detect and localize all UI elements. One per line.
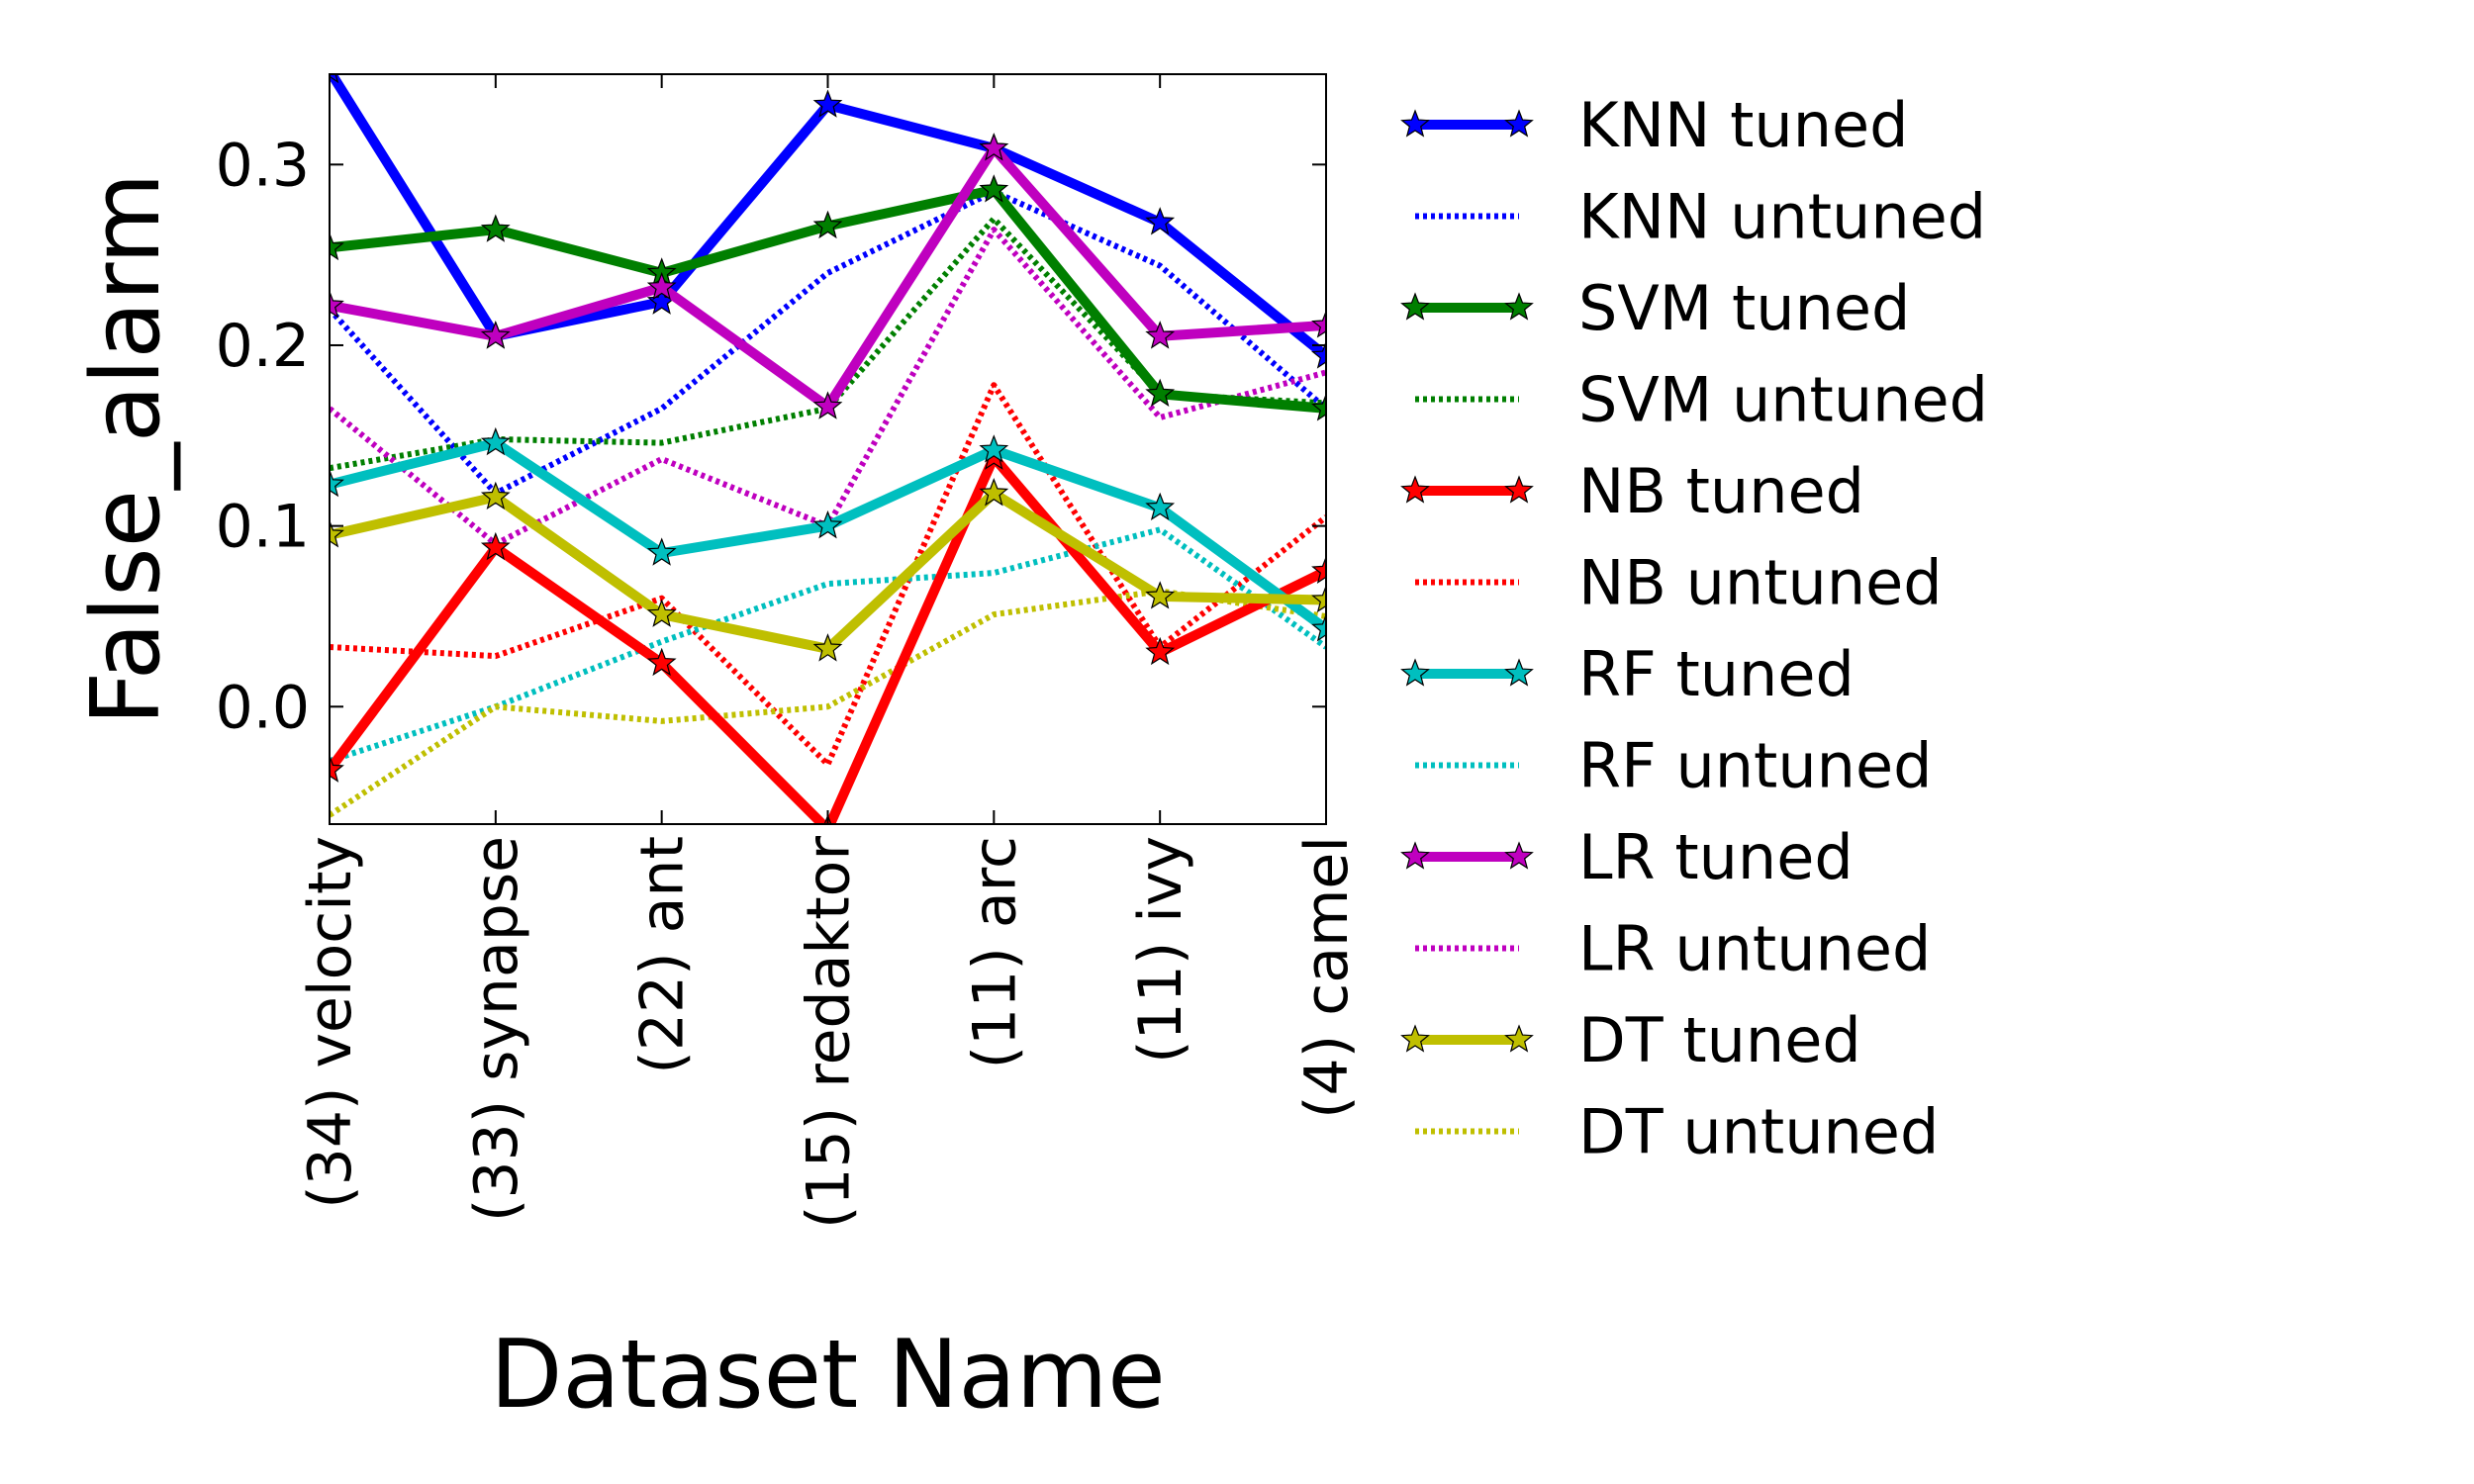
legend-label: KNN tuned: [1578, 89, 1909, 161]
data-point-marker: [646, 537, 677, 566]
legend-marker: [1504, 475, 1534, 504]
legend-marker: [1504, 1024, 1534, 1053]
y-axis: 0.0 0.1 0.2 0.3: [216, 131, 1326, 742]
legend-item-svm-untuned: SVM untuned: [1415, 364, 1988, 436]
x-tick-label: (11) ivy: [1126, 836, 1195, 1064]
data-point-marker: [812, 510, 843, 539]
legend-item-lr-untuned: LR untuned: [1415, 913, 1931, 985]
legend-label: RF untuned: [1578, 730, 1932, 802]
legend-marker: [1400, 841, 1430, 870]
data-point-marker: [1311, 584, 1326, 613]
data-point-marker: [1145, 581, 1176, 609]
x-axis: (34) velocity (33) synapse (22) ant (15) re…: [296, 74, 1362, 1229]
series-lr-tuned: [330, 133, 1326, 419]
legend-item-svm-tuned: SVM tuned: [1400, 272, 1910, 344]
y-tick-label: 0.1: [216, 493, 310, 562]
series-dt-tuned: [330, 478, 1326, 662]
series-rf-tuned: [330, 426, 1326, 642]
data-point-marker: [979, 434, 1009, 463]
data-point-marker: [1145, 636, 1176, 666]
data-point-marker: [646, 271, 677, 301]
data-point-marker: [1311, 340, 1326, 369]
legend-item-lr-tuned: LR tuned: [1400, 821, 1854, 893]
legend-label: LR tuned: [1578, 821, 1854, 893]
legend-item-nb-untuned: NB untuned: [1415, 547, 1943, 619]
y-tick-label: 0.0: [216, 673, 310, 742]
data-point-marker: [1145, 207, 1176, 235]
data-point-marker: [480, 531, 511, 561]
x-tick-label: (33) synapse: [462, 836, 531, 1222]
legend-marker: [1504, 292, 1534, 321]
legend-marker: [1504, 658, 1534, 687]
data-point-marker: [1311, 310, 1326, 338]
x-tick-label: (11) arc: [960, 836, 1029, 1068]
x-tick-label: (15) redaktor: [795, 836, 864, 1229]
data-point-marker: [646, 599, 677, 627]
legend-marker: [1400, 292, 1430, 321]
legend-label: KNN untuned: [1578, 181, 1986, 253]
legend-marker: [1400, 1024, 1430, 1053]
data-point-marker: [979, 174, 1009, 203]
legend-item-rf-tuned: RF tuned: [1400, 638, 1855, 710]
legend-marker: [1400, 109, 1430, 138]
series-line: [330, 142, 1326, 413]
series-dt-untuned: [330, 588, 1326, 818]
data-point-marker: [979, 133, 1009, 161]
series-line: [330, 216, 1326, 472]
legend-marker: [1504, 109, 1534, 138]
legend-label: SVM untuned: [1578, 364, 1988, 436]
legend-label: RF tuned: [1578, 638, 1855, 710]
data-point-marker: [330, 468, 344, 498]
series-line: [330, 588, 1326, 818]
data-point-marker: [1145, 378, 1176, 407]
legend-label: NB tuned: [1578, 455, 1864, 527]
data-point-marker: [1311, 613, 1326, 642]
data-point-marker: [480, 321, 511, 349]
data-point-marker: [330, 232, 344, 261]
legend-marker: [1400, 475, 1430, 504]
legend-label: NB untuned: [1578, 547, 1943, 619]
data-point-marker: [480, 426, 511, 456]
x-axis-title: Dataset Name: [490, 1321, 1166, 1430]
legend-label: SVM tuned: [1578, 272, 1910, 344]
data-point-marker: [480, 214, 511, 242]
legend: KNN tuned KNN untuned SVM tuned SVM untuned…: [1400, 89, 1988, 1168]
plot-series: [330, 74, 1326, 824]
y-axis-title: False_alarm: [72, 173, 181, 726]
x-tick-label: (34) velocity: [296, 836, 365, 1209]
data-point-marker: [480, 481, 511, 510]
legend-item-knn-untuned: KNN untuned: [1415, 181, 1986, 253]
data-point-marker: [812, 391, 843, 419]
data-point-marker: [979, 478, 1009, 507]
x-tick-label: (4) camel: [1292, 836, 1362, 1119]
data-point-marker: [330, 290, 344, 319]
legend-item-dt-tuned: DT tuned: [1400, 1004, 1861, 1076]
legend-item-dt-untuned: DT untuned: [1415, 1096, 1939, 1168]
data-point-marker: [1311, 393, 1326, 421]
data-point-marker: [1145, 321, 1176, 349]
legend-marker: [1504, 841, 1534, 870]
data-point-marker: [812, 633, 843, 662]
legend-item-knn-tuned: KNN tuned: [1400, 89, 1909, 161]
x-tick-label: (22) ant: [628, 836, 698, 1074]
data-point-marker: [1311, 555, 1326, 584]
legend-label: DT tuned: [1578, 1004, 1861, 1076]
series-svm-untuned: [330, 216, 1326, 472]
data-point-marker: [646, 647, 677, 677]
data-point-marker: [330, 519, 344, 548]
legend-label: LR untuned: [1578, 913, 1931, 985]
series-nb-tuned: [330, 441, 1326, 824]
y-tick-label: 0.3: [216, 131, 310, 200]
legend-item-nb-tuned: NB tuned: [1400, 455, 1864, 527]
data-point-marker: [330, 74, 339, 84]
data-point-marker: [812, 89, 843, 118]
legend-item-rf-untuned: RF untuned: [1415, 730, 1932, 802]
data-point-marker: [1145, 492, 1176, 521]
y-tick-label: 0.2: [216, 312, 310, 381]
data-point-marker: [812, 210, 843, 239]
legend-marker: [1400, 658, 1430, 687]
legend-label: DT untuned: [1578, 1096, 1939, 1168]
data-point-marker: [330, 754, 344, 783]
